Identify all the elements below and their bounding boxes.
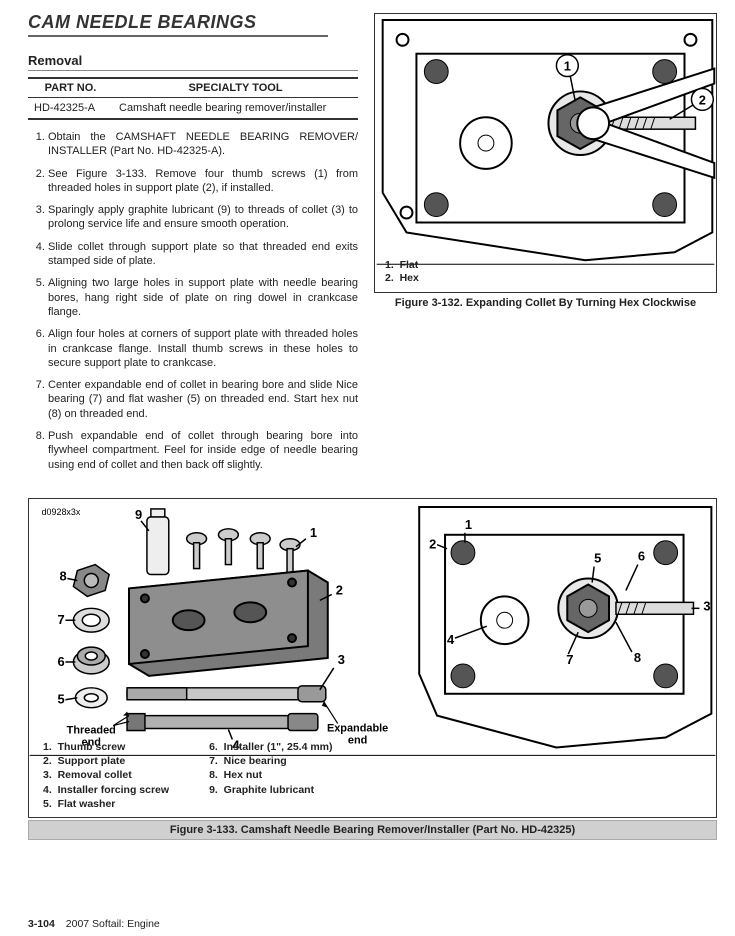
svg-text:1: 1 — [310, 525, 317, 540]
legend-item: 6. Installer (1", 25.4 mm) — [209, 740, 332, 754]
svg-text:Expandable: Expandable — [327, 722, 388, 734]
cell-partno: HD-42325-A — [28, 98, 113, 120]
svg-text:7: 7 — [566, 652, 573, 667]
step: Push expandable end of collet through be… — [48, 429, 358, 472]
svg-text:end: end — [348, 734, 367, 746]
page-number: 3-104 — [28, 918, 55, 930]
cell-tool: Camshaft needle bearing remover/installe… — [113, 98, 358, 120]
right-column: 1 2 1. Flat 2. Hex Figure 3-132. Expandi… — [374, 53, 717, 480]
svg-text:6: 6 — [638, 549, 645, 564]
svg-text:5: 5 — [57, 692, 64, 707]
figure-133: d0928x3x d0212x3x 9 1 — [28, 498, 717, 818]
step: Slide collet through support plate so th… — [48, 240, 358, 269]
footer-text: 2007 Softail: Engine — [66, 918, 160, 930]
svg-text:2: 2 — [336, 582, 343, 597]
svg-text:8: 8 — [634, 650, 641, 665]
figure-133-legend: 1. Thumb screw 2. Support plate 3. Remov… — [29, 736, 333, 815]
callout: 2. Hex — [385, 272, 419, 286]
table-header-tool: SPECIALTY TOOL — [113, 78, 358, 98]
left-column: Removal PART NO. SPECIALTY TOOL HD-42325… — [28, 53, 358, 480]
procedure-steps: Obtain the CAMSHAFT NEEDLE BEARING REMOV… — [28, 130, 358, 472]
callout: 1. Flat — [385, 259, 419, 273]
svg-text:6: 6 — [57, 654, 64, 669]
figure-133-caption: Figure 3-133. Camshaft Needle Bearing Re… — [28, 820, 717, 840]
legend-item: 5. Flat washer — [43, 797, 169, 811]
svg-text:4: 4 — [447, 632, 455, 647]
svg-text:1: 1 — [564, 59, 571, 74]
step: Align four holes at corners of support p… — [48, 327, 358, 370]
step: See Figure 3-133. Remove four thumb scre… — [48, 167, 358, 196]
step: Sparingly apply graphite lubricant (9) t… — [48, 203, 358, 232]
svg-text:9: 9 — [135, 507, 142, 522]
svg-text:3: 3 — [703, 598, 710, 613]
legend-item: 4. Installer forcing screw — [43, 783, 169, 797]
svg-text:7: 7 — [57, 612, 64, 627]
svg-text:Threaded: Threaded — [67, 724, 116, 736]
svg-text:1: 1 — [465, 517, 472, 532]
svg-text:5: 5 — [594, 551, 601, 566]
figure-132-caption: Figure 3-132. Expanding Collet By Turnin… — [374, 297, 717, 310]
specialty-tool-table: PART NO. SPECIALTY TOOL HD-42325-A Camsh… — [28, 77, 358, 120]
svg-text:2: 2 — [429, 537, 436, 552]
fig-code-left: d0928x3x — [42, 507, 81, 517]
step: Center expandable end of collet in beari… — [48, 378, 358, 421]
table-header-partno: PART NO. — [28, 78, 113, 98]
figure-132-callouts: 1. Flat 2. Hex — [377, 257, 427, 290]
legend-item: 3. Removal collet — [43, 768, 169, 782]
table-row: HD-42325-A Camshaft needle bearing remov… — [28, 98, 358, 120]
legend-item: 1. Thumb screw — [43, 740, 169, 754]
svg-text:3: 3 — [338, 652, 345, 667]
step: Obtain the CAMSHAFT NEEDLE BEARING REMOV… — [48, 130, 358, 159]
legend-item: 7. Nice bearing — [209, 754, 332, 768]
legend-item: 8. Hex nut — [209, 768, 332, 782]
section-heading: Removal — [28, 53, 358, 71]
figure-132: 1 2 1. Flat 2. Hex — [374, 13, 717, 293]
legend-item: 9. Graphite lubricant — [209, 783, 332, 797]
page-footer: 3-104 2007 Softail: Engine — [28, 918, 160, 930]
page-title: CAM NEEDLE BEARINGS — [28, 12, 328, 37]
svg-text:8: 8 — [59, 568, 66, 583]
figure-132-svg: 1 2 — [375, 14, 716, 292]
two-column-layout: Removal PART NO. SPECIALTY TOOL HD-42325… — [28, 53, 717, 480]
legend-item: 2. Support plate — [43, 754, 169, 768]
figure-133-container: d0928x3x d0212x3x 9 1 — [28, 498, 717, 840]
step: Aligning two large holes in support plat… — [48, 276, 358, 319]
svg-text:2: 2 — [699, 92, 706, 107]
